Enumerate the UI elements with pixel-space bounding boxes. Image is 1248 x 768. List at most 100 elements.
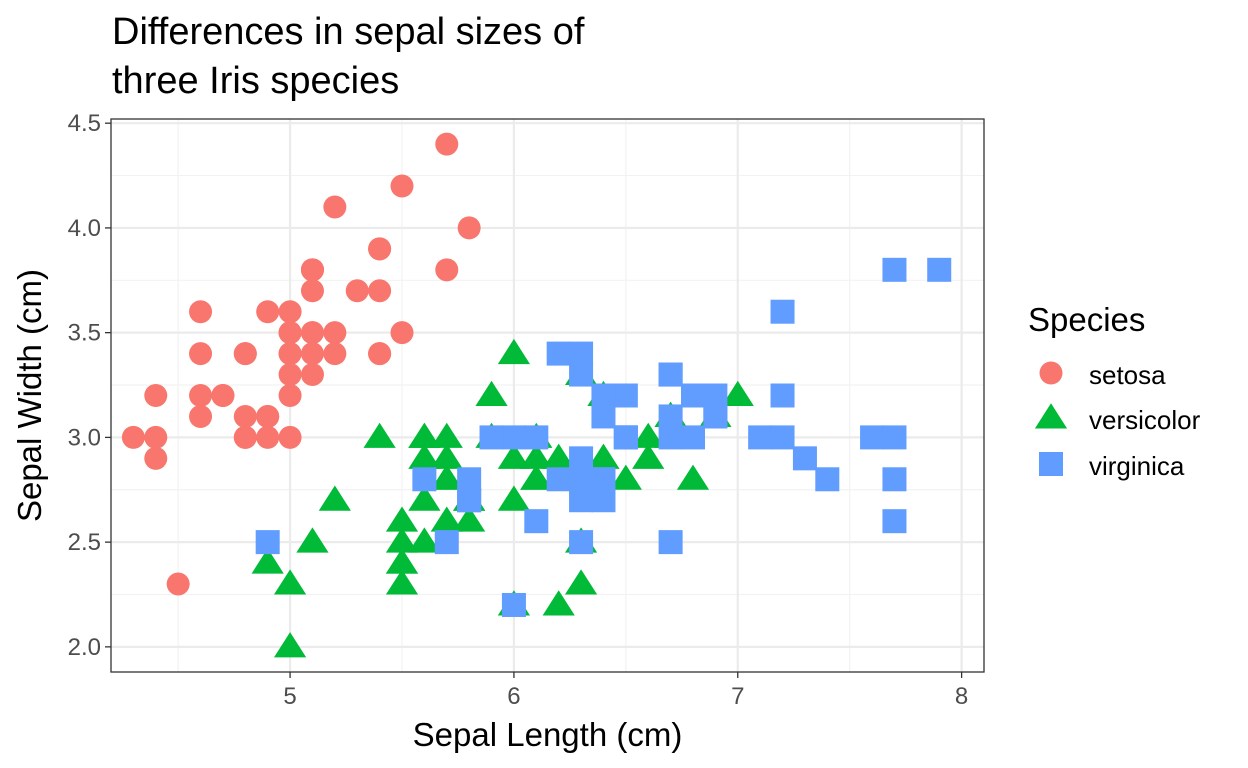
- x-axis-title: Sepal Length (cm): [413, 716, 683, 753]
- setosa-point: [278, 300, 302, 324]
- plot-background: [111, 119, 984, 672]
- versicolor-point: [453, 506, 486, 532]
- virginica-point: [546, 341, 571, 366]
- versicolor-point: [273, 632, 307, 658]
- versicolor-point: [385, 569, 419, 595]
- virginica-point: [591, 467, 616, 492]
- setosa-point: [368, 237, 392, 261]
- x-tick-label: 7: [731, 683, 744, 710]
- versicolor-point: [721, 380, 754, 406]
- virginica-point: [658, 530, 683, 555]
- virginica-point: [703, 383, 728, 408]
- versicolor-point: [251, 548, 284, 574]
- virginica-point: [457, 488, 482, 513]
- grid: [111, 119, 984, 672]
- legend-key-versicolor: [1034, 403, 1068, 429]
- setosa-point: [144, 446, 168, 470]
- setosa-point: [278, 384, 302, 407]
- virginica-point: [569, 488, 594, 513]
- virginica-point: [569, 362, 594, 387]
- setosa-point: [189, 342, 213, 366]
- versicolor-point: [542, 443, 575, 469]
- virginica-point: [658, 362, 683, 387]
- versicolor-point: [564, 569, 598, 595]
- versicolor-point: [363, 422, 396, 448]
- versicolor-point: [408, 527, 441, 553]
- virginica-point: [658, 425, 683, 450]
- versicolor-point: [385, 527, 419, 553]
- y-tick-label: 4.0: [68, 215, 101, 242]
- virginica-point: [613, 383, 638, 408]
- virginica-point: [815, 467, 840, 492]
- virginica-point: [569, 530, 594, 555]
- versicolor-point: [676, 464, 710, 490]
- virginica-point: [501, 592, 526, 617]
- virginica-point: [882, 425, 907, 450]
- setosa-point: [189, 300, 213, 324]
- versicolor-point: [430, 464, 463, 490]
- virginica-point: [613, 425, 638, 450]
- setosa-point: [166, 572, 190, 596]
- versicolor-point: [273, 569, 307, 595]
- setosa-point: [278, 321, 302, 345]
- virginica-point: [658, 404, 683, 429]
- virginica-point: [524, 425, 549, 450]
- setosa-point: [457, 216, 481, 240]
- y-tick-label: 3.0: [68, 424, 101, 451]
- versicolor-point: [497, 338, 531, 365]
- versicolor-point: [632, 422, 665, 448]
- virginica-point: [792, 446, 817, 471]
- plot-border: [110, 118, 985, 673]
- y-tick-label: 2.5: [68, 529, 101, 556]
- versicolor-point: [408, 485, 441, 511]
- virginica-point: [770, 383, 795, 408]
- virginica-point: [591, 383, 616, 408]
- setosa-point: [256, 300, 280, 324]
- versicolor-point: [520, 443, 553, 469]
- legend-key-setosa: [1039, 361, 1063, 385]
- virginica-point: [882, 509, 907, 534]
- setosa-point: [278, 363, 302, 387]
- setosa-point: [390, 174, 414, 198]
- setosa-point: [144, 384, 168, 407]
- setosa-point: [144, 425, 168, 449]
- virginica-point: [860, 425, 885, 450]
- versicolor-point: [430, 422, 463, 448]
- virginica-point: [591, 488, 616, 513]
- virginica-point: [770, 425, 795, 450]
- x-tick-label: 5: [283, 683, 296, 710]
- axis-ticks: 5 6 7 8 2.0 2.5 3.0 3.5 4.0 4.5: [68, 110, 969, 710]
- setosa-point: [390, 321, 414, 345]
- legend-label-setosa: setosa: [1089, 360, 1166, 390]
- versicolor-point: [385, 548, 419, 574]
- y-tick-label: 3.5: [68, 320, 101, 347]
- setosa-point: [233, 425, 257, 449]
- virginica-point: [434, 530, 459, 555]
- y-tick-label: 2.0: [68, 634, 101, 661]
- virginica-point: [255, 530, 280, 555]
- legend-label-virginica: virginica: [1089, 451, 1185, 481]
- virginica-point: [569, 467, 594, 492]
- legend-label-versicolor: versicolor: [1089, 405, 1201, 435]
- versicolor-point: [385, 506, 419, 532]
- setosa-point: [189, 404, 213, 428]
- setosa-point: [323, 321, 347, 345]
- setosa-point: [300, 363, 324, 387]
- setosa-point: [278, 425, 302, 449]
- versicolor-point: [497, 443, 531, 469]
- setosa-point: [233, 404, 257, 428]
- setosa-point: [323, 342, 347, 366]
- versicolor-point: [430, 443, 463, 469]
- setosa-point: [300, 342, 324, 366]
- versicolor-point: [408, 443, 441, 469]
- versicolor-point: [430, 506, 463, 532]
- setosa-point: [256, 425, 280, 449]
- versicolor-point: [609, 464, 642, 490]
- virginica-point: [591, 404, 616, 429]
- legend-keys: [1034, 361, 1068, 476]
- chart-title: Differences in sepal sizes of three Iris…: [112, 11, 585, 102]
- virginica-point: [927, 257, 952, 282]
- x-tick-label: 8: [955, 683, 968, 710]
- setosa-point: [233, 342, 257, 366]
